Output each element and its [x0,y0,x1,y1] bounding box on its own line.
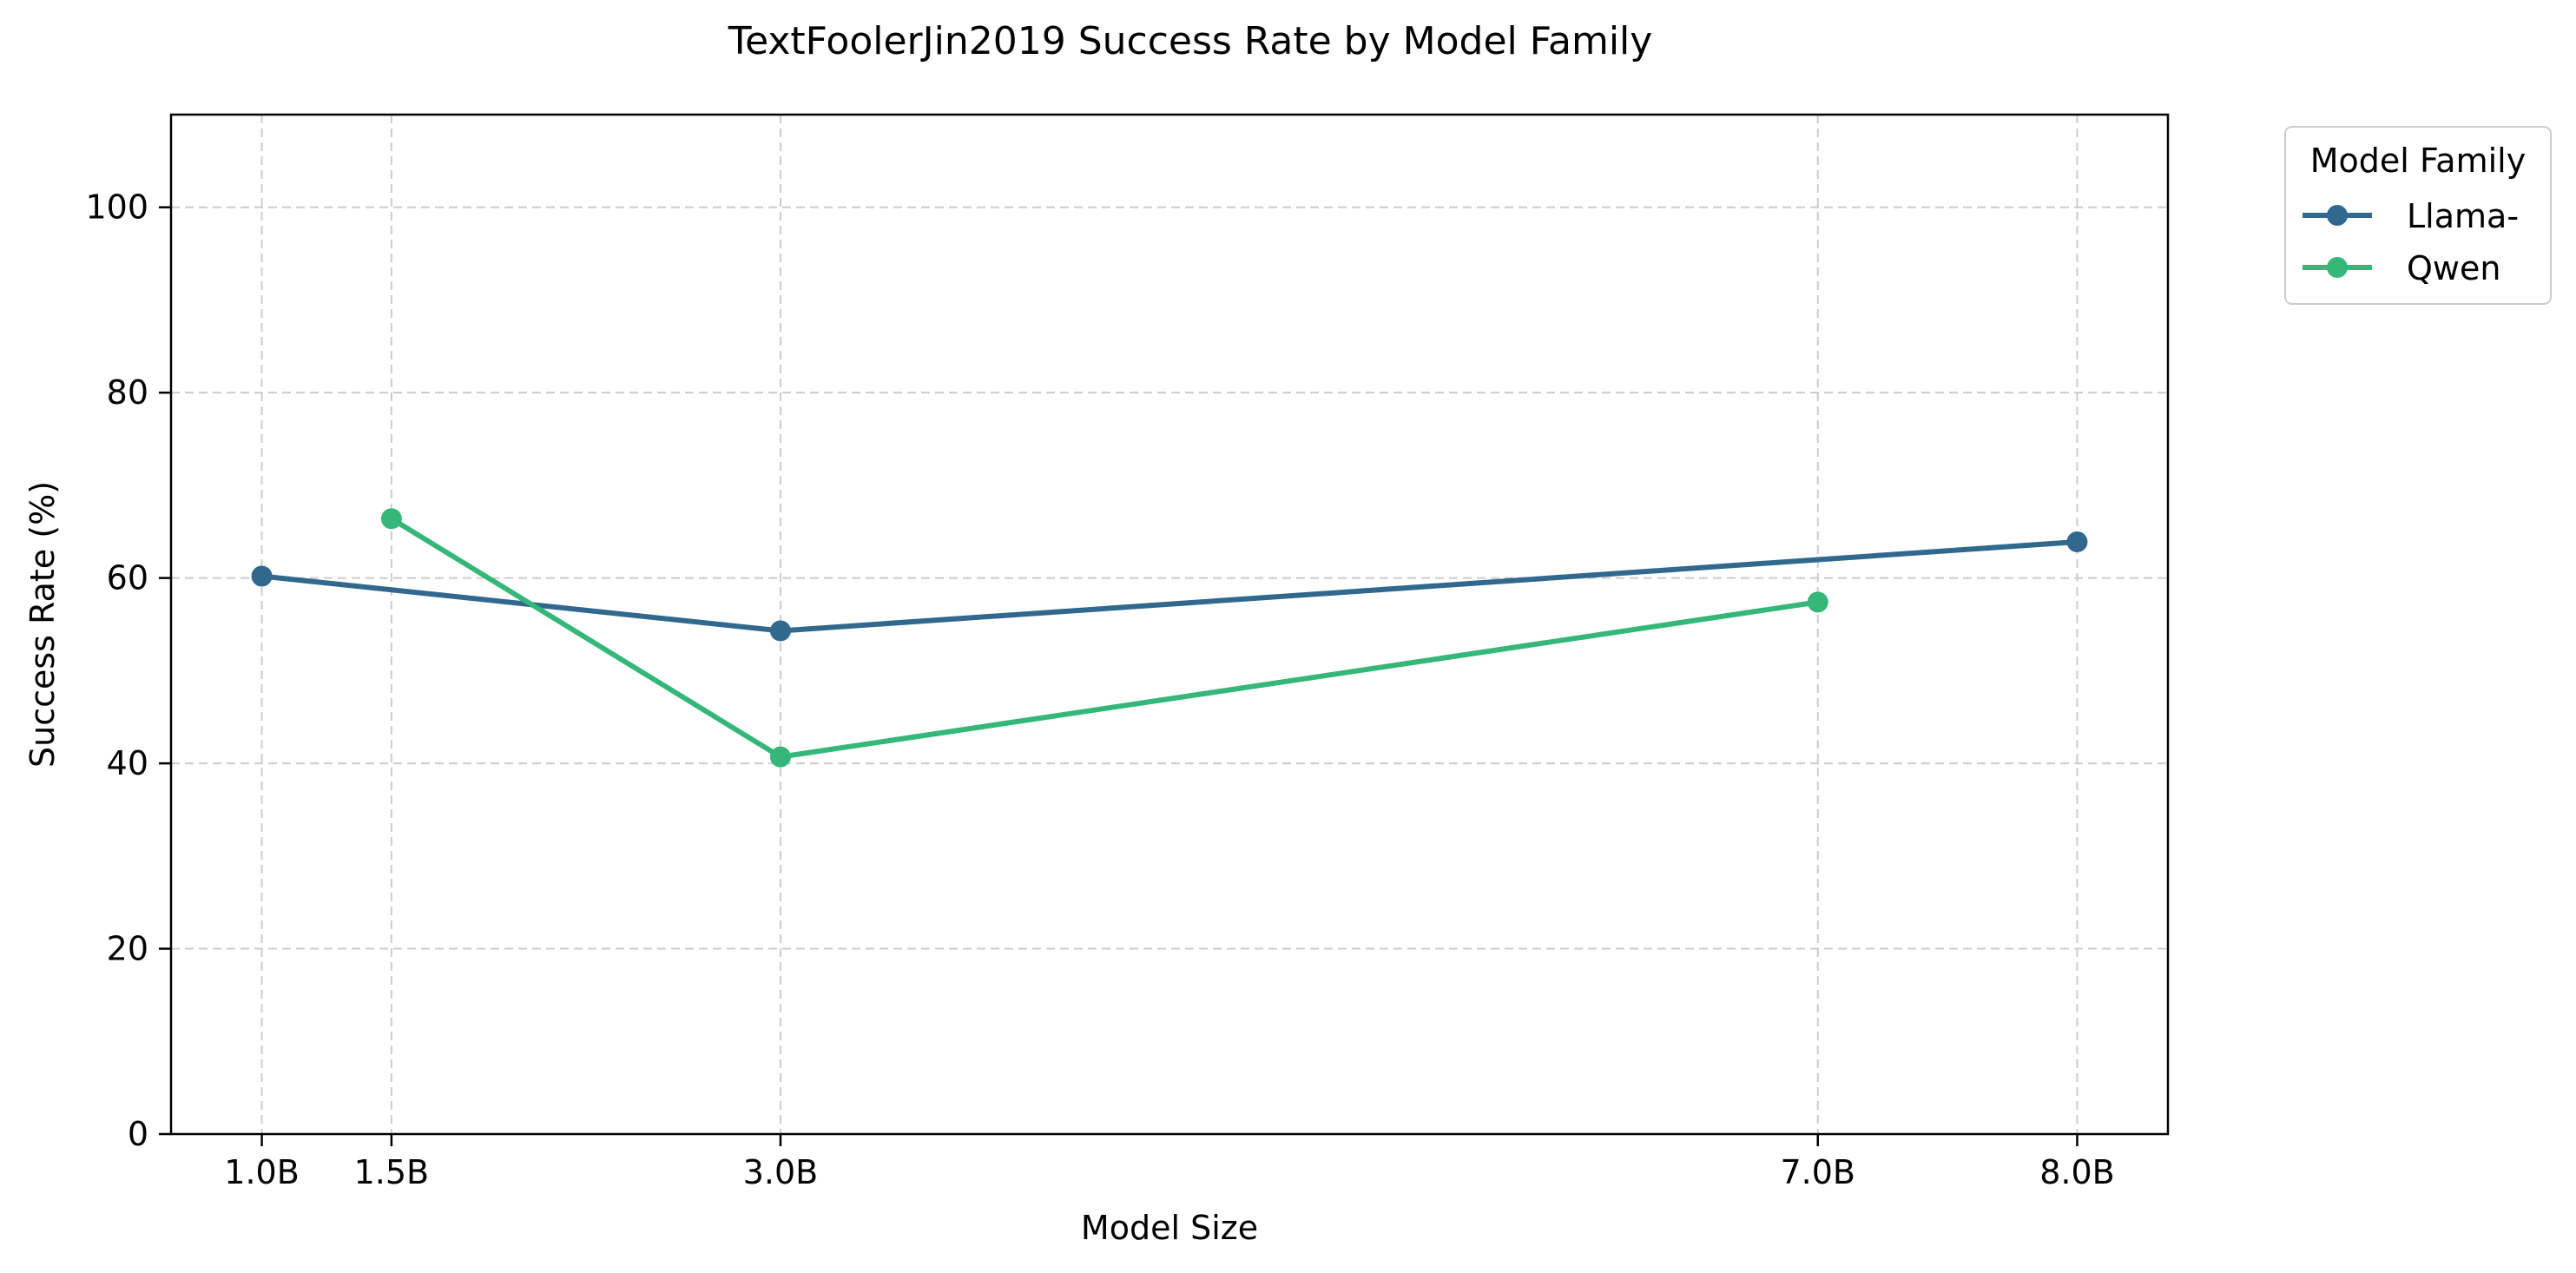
data-point [769,746,791,768]
series-line-llama [259,539,2080,634]
legend-marker [2327,257,2348,278]
axes: 0 20 40 60 80 100 1.0B 1.5B 3.0B 7.0B 8.0B [85,188,2114,1191]
y-tick-label: 40 [107,744,148,782]
series-line-qwen [388,516,1821,760]
y-tick-label: 0 [128,1115,148,1153]
grid [171,115,2168,1135]
chart-title: TextFoolerJin2019 Success Rate by Model … [728,19,1653,63]
legend-label: Llama- [2407,197,2519,235]
x-tick-label: 1.5B [354,1153,430,1191]
plot-frame [169,113,2170,1136]
x-tick-label: 3.0B [743,1153,819,1191]
x-tick-label: 1.0B [224,1153,300,1191]
legend-title: Model Family [2310,142,2526,180]
y-tick-label: 100 [85,188,148,227]
y-axis-label: Success Rate (%) [23,481,62,768]
legend-label: Qwen [2407,249,2500,287]
x-tick-label: 8.0B [2039,1153,2115,1191]
x-tick-label: 7.0B [1780,1153,1855,1191]
data-point [251,565,273,587]
data-point [1807,591,1828,613]
legend-marker [2327,205,2348,226]
x-axis-label: Model Size [1081,1209,1258,1247]
legend: Model Family Llama- Qwen [2284,126,2552,305]
data-point [2066,531,2088,553]
data-point [380,508,402,530]
legend-items: Llama- Qwen [2303,197,2519,287]
y-tick-label: 80 [107,373,148,412]
legend-box [2284,126,2552,305]
y-tick-label: 20 [107,930,148,968]
data-point [769,620,791,642]
series-layer [251,508,2088,768]
y-tick-label: 60 [107,559,148,597]
